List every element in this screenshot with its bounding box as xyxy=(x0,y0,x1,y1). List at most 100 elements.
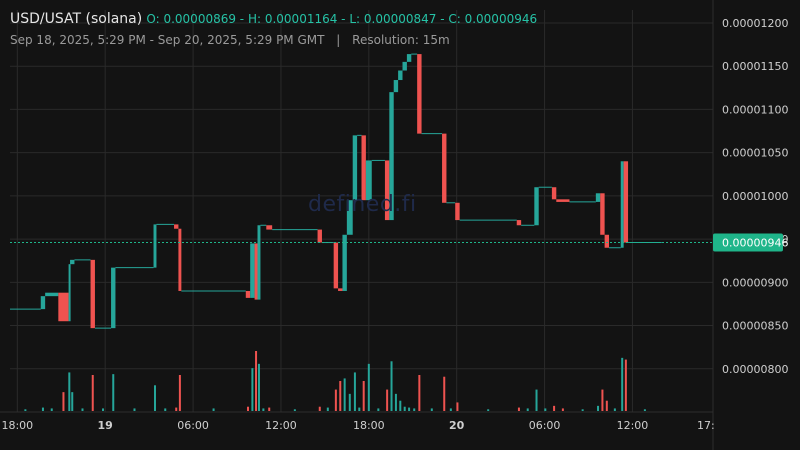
volume-bar xyxy=(212,408,215,411)
candle xyxy=(534,187,539,226)
volume-bar xyxy=(293,409,296,411)
volume-bar xyxy=(318,406,321,411)
candle xyxy=(90,259,95,329)
candle xyxy=(45,292,59,297)
grid xyxy=(0,0,714,450)
candle xyxy=(257,225,261,300)
volume-bar xyxy=(133,408,136,411)
volume-bar xyxy=(377,408,380,411)
date-range: Sep 18, 2025, 5:29 PM - Sep 20, 2025, 5:… xyxy=(10,33,325,47)
volume-bar xyxy=(50,408,53,411)
volume-bar xyxy=(153,385,156,411)
volume-bar xyxy=(112,374,115,411)
volume-bar xyxy=(418,375,421,411)
volume-bar xyxy=(164,408,167,411)
price-axis[interactable]: 0.00001200 0.00001150 0.00001100 0.00001050… xyxy=(722,17,788,376)
candle xyxy=(389,92,394,221)
volume-bar xyxy=(544,408,547,411)
volume-bar xyxy=(175,407,178,411)
volume-bar xyxy=(339,381,342,411)
time-tick-label: 18:00 xyxy=(1,419,33,432)
volume-bar xyxy=(81,408,84,411)
volume-bar xyxy=(553,405,556,411)
candle xyxy=(398,70,403,81)
candle xyxy=(620,161,624,248)
candle xyxy=(266,225,273,230)
time-tick-label: 18:00 xyxy=(353,419,385,432)
volume-bar xyxy=(334,389,337,411)
volume-bar xyxy=(390,361,393,411)
candle xyxy=(384,160,390,221)
time-tick-label: 12:00 xyxy=(265,419,297,432)
candle xyxy=(245,290,251,298)
volume-bar xyxy=(257,363,260,411)
candle xyxy=(417,54,422,134)
volume-bar xyxy=(353,372,356,411)
candle xyxy=(516,220,522,226)
time-tick-label: 17: xyxy=(697,419,715,432)
volume-bar xyxy=(91,375,94,411)
volume-bar xyxy=(348,393,351,411)
price-tick-label: 0.00001150 xyxy=(722,60,788,73)
price-tick-label: 0.00000850 xyxy=(722,320,788,333)
price-tick-label: 0.00000900 xyxy=(722,276,788,289)
candle xyxy=(352,135,358,201)
candle xyxy=(365,160,372,201)
price-tick-label: 0.00001100 xyxy=(722,103,788,116)
volume-bar xyxy=(624,359,627,411)
volume-bar xyxy=(262,408,265,411)
resolution-label: Resolution: 15m xyxy=(352,33,450,47)
volume-bar xyxy=(456,402,459,411)
volume-bar xyxy=(643,409,646,411)
candle xyxy=(70,259,75,265)
volume-bar xyxy=(526,408,529,411)
price-tick-label: 0.00001050 xyxy=(722,147,788,160)
candles xyxy=(10,53,662,329)
volume-bars xyxy=(24,351,646,411)
time-tick-label: 20 xyxy=(449,419,465,432)
candle xyxy=(111,267,116,329)
volume-bar xyxy=(68,372,71,411)
time-tick-label: 12:00 xyxy=(617,419,649,432)
volume-bar xyxy=(449,408,452,411)
volume-bar xyxy=(358,407,361,411)
candle xyxy=(442,133,447,203)
volume-bar xyxy=(251,368,254,411)
last-price-tag-bg xyxy=(713,233,783,252)
candle xyxy=(338,288,343,291)
separator: | xyxy=(336,33,341,47)
volume-bar xyxy=(71,392,74,411)
candle xyxy=(346,200,353,235)
candle xyxy=(178,228,182,291)
candle xyxy=(153,224,157,268)
volume-bar xyxy=(517,407,520,411)
volume-bar xyxy=(621,357,624,411)
volume-bar xyxy=(403,406,406,411)
time-tick-label: 19 xyxy=(98,419,113,432)
volume-bar xyxy=(535,389,538,411)
candle xyxy=(317,229,322,243)
volume-bar xyxy=(605,400,608,411)
volume-bar xyxy=(41,407,44,411)
time-axis[interactable]: 18:00 19 06:00 12:00 18:00 20 06:00 12:00 17: xyxy=(1,419,714,432)
candle xyxy=(174,224,179,229)
volume-bar xyxy=(326,407,329,411)
volume-bar xyxy=(413,408,416,411)
volume-bar xyxy=(362,381,365,411)
volume-bar xyxy=(597,405,600,411)
volume-bar xyxy=(561,408,564,411)
volume-bar xyxy=(178,375,181,411)
candle xyxy=(455,202,460,221)
candle xyxy=(254,243,258,300)
candle xyxy=(40,296,46,310)
symbol-title: USD/USAT (solana) xyxy=(10,11,143,27)
last-price-tag: 0.00000946 xyxy=(713,233,788,252)
candle xyxy=(393,80,399,93)
volume-bar xyxy=(343,378,346,411)
volume-bar xyxy=(399,400,402,411)
candle xyxy=(595,193,601,202)
candle xyxy=(604,234,610,248)
volume-bar xyxy=(24,409,27,411)
price-tick-label: 0.00001000 xyxy=(722,190,788,203)
